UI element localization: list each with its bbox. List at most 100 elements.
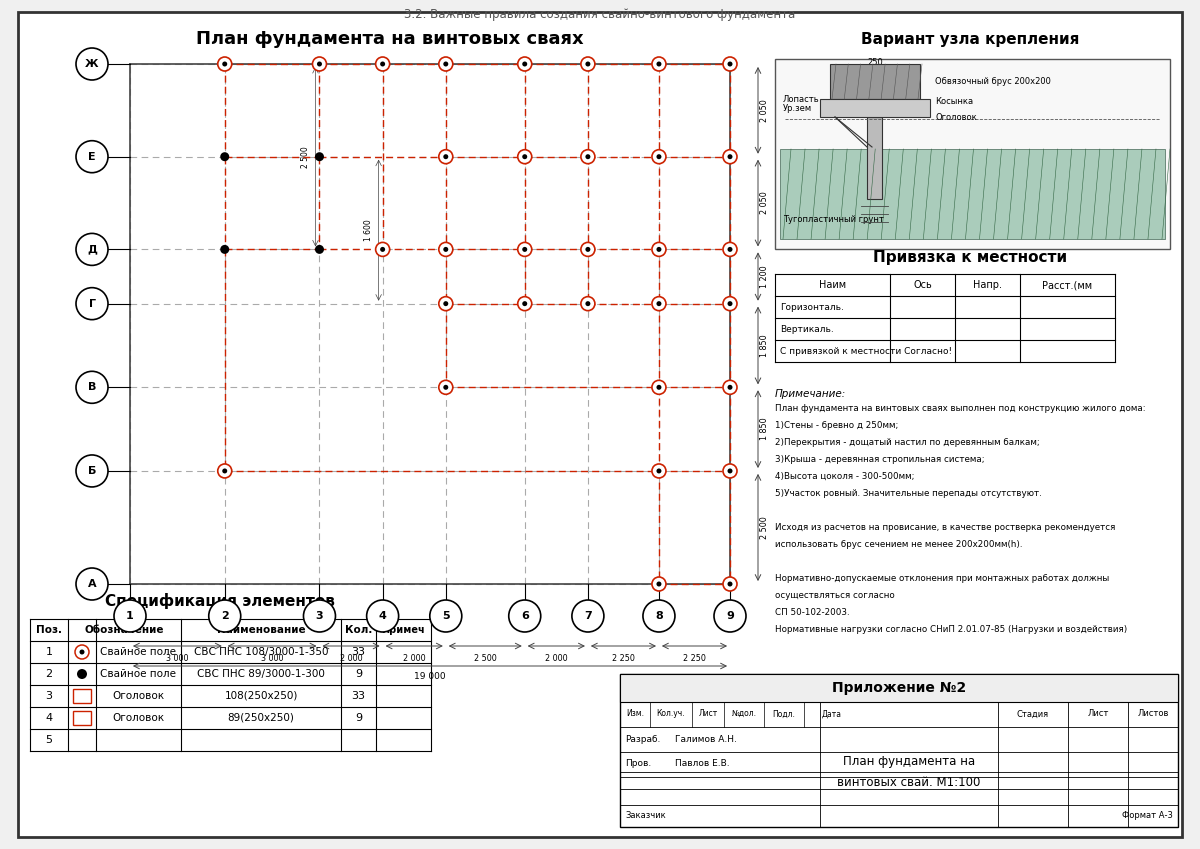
- Circle shape: [581, 296, 595, 311]
- Text: Привязка к местности: Привязка к местности: [872, 250, 1067, 265]
- Text: Подл.: Подл.: [773, 710, 796, 718]
- Circle shape: [430, 600, 462, 632]
- Circle shape: [727, 469, 732, 474]
- Text: СВС ПНС 89/3000-1-300: СВС ПНС 89/3000-1-300: [197, 669, 325, 679]
- Text: Исходя из расчетов на провисание, в качестве ростверка рекомендуется: Исходя из расчетов на провисание, в каче…: [775, 523, 1115, 532]
- Text: Пров.: Пров.: [625, 760, 652, 768]
- Text: Обвязочный брус 200х200: Обвязочный брус 200х200: [935, 76, 1051, 86]
- Text: Разраб.: Разраб.: [625, 734, 660, 744]
- Circle shape: [217, 464, 232, 478]
- Bar: [830, 64, 920, 99]
- Circle shape: [76, 48, 108, 80]
- Circle shape: [652, 243, 666, 256]
- Text: Заказчик: Заказчик: [625, 811, 666, 819]
- Circle shape: [522, 61, 527, 66]
- Text: 108(250х250): 108(250х250): [224, 691, 298, 701]
- Text: Павлов Е.В.: Павлов Е.В.: [674, 760, 730, 768]
- Bar: [780, 149, 1165, 239]
- Circle shape: [376, 243, 390, 256]
- Text: 2)Перекрытия - дощатый настил по деревянным балкам;: 2)Перекрытия - дощатый настил по деревян…: [775, 438, 1039, 447]
- Text: 33: 33: [352, 647, 366, 657]
- Circle shape: [76, 141, 108, 172]
- Circle shape: [367, 600, 398, 632]
- Text: 4: 4: [379, 611, 386, 621]
- Text: Листов: Листов: [1138, 710, 1169, 718]
- Circle shape: [76, 455, 108, 487]
- Text: Ось: Ось: [913, 280, 932, 290]
- Circle shape: [727, 155, 732, 160]
- Text: 3 000: 3 000: [260, 654, 283, 663]
- Circle shape: [443, 301, 449, 306]
- Text: 4: 4: [46, 713, 53, 723]
- Text: 250: 250: [868, 58, 883, 67]
- Circle shape: [443, 155, 449, 160]
- Text: 9: 9: [726, 611, 734, 621]
- Circle shape: [586, 61, 590, 66]
- Text: Дата: Дата: [822, 710, 841, 718]
- Circle shape: [727, 301, 732, 306]
- Circle shape: [522, 155, 527, 160]
- Circle shape: [722, 296, 737, 311]
- Text: №дол.: №дол.: [732, 710, 756, 718]
- Text: Свайное поле: Свайное поле: [101, 647, 176, 657]
- Text: 2 050: 2 050: [760, 99, 769, 121]
- Text: Напр.: Напр.: [973, 280, 1002, 290]
- Circle shape: [656, 385, 661, 390]
- Text: Косынка: Косынка: [935, 97, 973, 105]
- Text: 9: 9: [355, 669, 362, 679]
- Text: 1: 1: [46, 647, 53, 657]
- Circle shape: [76, 233, 108, 266]
- Text: 3.2. Важные правила создания свайно-винтового фундамента: 3.2. Важные правила создания свайно-винт…: [404, 8, 796, 20]
- Text: Примечание:: Примечание:: [775, 389, 846, 399]
- Text: План фундамента на: План фундамента на: [842, 756, 976, 768]
- Text: План фундамента на винтовых сваях: План фундамента на винтовых сваях: [196, 30, 584, 48]
- Circle shape: [77, 669, 88, 679]
- Bar: [73, 711, 91, 725]
- Text: Спецификация элементов: Спецификация элементов: [106, 593, 335, 609]
- Text: План фундамента на винтовых сваях выполнен под конструкцию жилого дома:: План фундамента на винтовых сваях выполн…: [775, 404, 1146, 413]
- Circle shape: [586, 301, 590, 306]
- Circle shape: [722, 577, 737, 591]
- Circle shape: [656, 582, 661, 587]
- Circle shape: [522, 301, 527, 306]
- Text: Кол.: Кол.: [344, 625, 372, 635]
- Circle shape: [517, 296, 532, 311]
- Circle shape: [727, 61, 732, 66]
- Text: 2 000: 2 000: [403, 654, 426, 663]
- Circle shape: [652, 464, 666, 478]
- Circle shape: [581, 149, 595, 164]
- Circle shape: [722, 149, 737, 164]
- Text: 3: 3: [316, 611, 323, 621]
- Text: 1 850: 1 850: [760, 418, 769, 441]
- Circle shape: [522, 247, 527, 252]
- Text: Тугопластичный грунт: Тугопластичный грунт: [784, 215, 884, 223]
- Text: 2 250: 2 250: [612, 654, 635, 663]
- Text: 5: 5: [442, 611, 450, 621]
- Text: С привязкой к местности Согласно!: С привязкой к местности Согласно!: [780, 346, 952, 356]
- Text: 2 000: 2 000: [545, 654, 568, 663]
- Circle shape: [439, 380, 452, 394]
- Text: СП 50-102-2003.: СП 50-102-2003.: [775, 608, 850, 617]
- Text: 1)Стены - бревно д 250мм;: 1)Стены - бревно д 250мм;: [775, 421, 899, 430]
- Text: Оголовок: Оголовок: [935, 113, 977, 121]
- Circle shape: [509, 600, 541, 632]
- Circle shape: [727, 582, 732, 587]
- Circle shape: [656, 247, 661, 252]
- Circle shape: [312, 57, 326, 71]
- Circle shape: [222, 469, 227, 474]
- Circle shape: [517, 149, 532, 164]
- Text: 2 500: 2 500: [760, 516, 769, 539]
- Text: Оголовок: Оголовок: [113, 691, 164, 701]
- Circle shape: [722, 243, 737, 256]
- Text: Примеч: Примеч: [382, 625, 425, 635]
- Circle shape: [586, 155, 590, 160]
- Circle shape: [314, 245, 324, 254]
- Text: Нормативно-допускаемые отклонения при монтажных работах должны: Нормативно-допускаемые отклонения при мо…: [775, 574, 1109, 583]
- Circle shape: [439, 149, 452, 164]
- Circle shape: [727, 247, 732, 252]
- Circle shape: [221, 152, 229, 161]
- Text: Ж: Ж: [85, 59, 98, 69]
- Circle shape: [74, 645, 89, 659]
- Circle shape: [222, 61, 227, 66]
- Circle shape: [304, 600, 336, 632]
